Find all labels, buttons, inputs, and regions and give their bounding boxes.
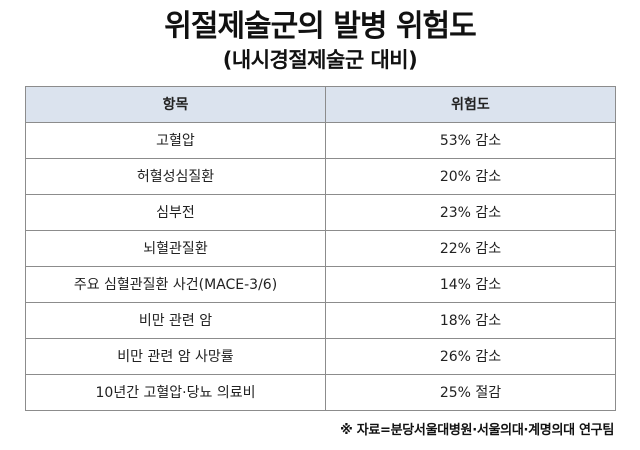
cell-risk: 25% 절감 (325, 374, 616, 411)
cell-risk: 20% 감소 (325, 158, 616, 195)
cell-risk: 23% 감소 (325, 194, 616, 231)
cell-item: 뇌혈관질환 (25, 230, 326, 267)
table-header-row: 항목 위험도 (25, 86, 616, 123)
cell-item: 허혈성심질환 (25, 158, 326, 195)
page-subtitle: (내시경절제술군 대비) (222, 48, 418, 72)
cell-risk: 22% 감소 (325, 230, 616, 267)
cell-risk: 18% 감소 (325, 302, 616, 339)
table-row: 허혈성심질환 20% 감소 (25, 158, 616, 195)
cell-risk: 14% 감소 (325, 266, 616, 303)
column-header-item: 항목 (25, 86, 326, 123)
page-title: 위절제술군의 발병 위험도 (164, 9, 477, 44)
cell-item: 주요 심혈관질환 사건(MACE-3/6) (25, 266, 326, 303)
cell-item: 비만 관련 암 (25, 302, 326, 339)
cell-risk: 53% 감소 (325, 122, 616, 159)
column-header-risk: 위험도 (325, 86, 616, 123)
table-row: 주요 심혈관질환 사건(MACE-3/6) 14% 감소 (25, 266, 616, 303)
cell-item: 고혈압 (25, 122, 326, 159)
table-row: 고혈압 53% 감소 (25, 122, 616, 159)
table-row: 뇌혈관질환 22% 감소 (25, 230, 616, 267)
cell-item: 10년간 고혈압·당뇨 의료비 (25, 374, 326, 411)
table-row: 심부전 23% 감소 (25, 194, 616, 231)
table-row: 10년간 고혈압·당뇨 의료비 25% 절감 (25, 374, 616, 411)
table-row: 비만 관련 암 18% 감소 (25, 302, 616, 339)
cell-risk: 26% 감소 (325, 338, 616, 375)
source-note: ※ 자료=분당서울대병원·서울의대·계명의대 연구팀 (340, 423, 614, 438)
cell-item: 심부전 (25, 194, 326, 231)
risk-table: 항목 위험도 고혈압 53% 감소 허혈성심질환 20% 감소 심부전 23% … (25, 86, 616, 411)
table-row: 비만 관련 암 사망률 26% 감소 (25, 338, 616, 375)
cell-item: 비만 관련 암 사망률 (25, 338, 326, 375)
